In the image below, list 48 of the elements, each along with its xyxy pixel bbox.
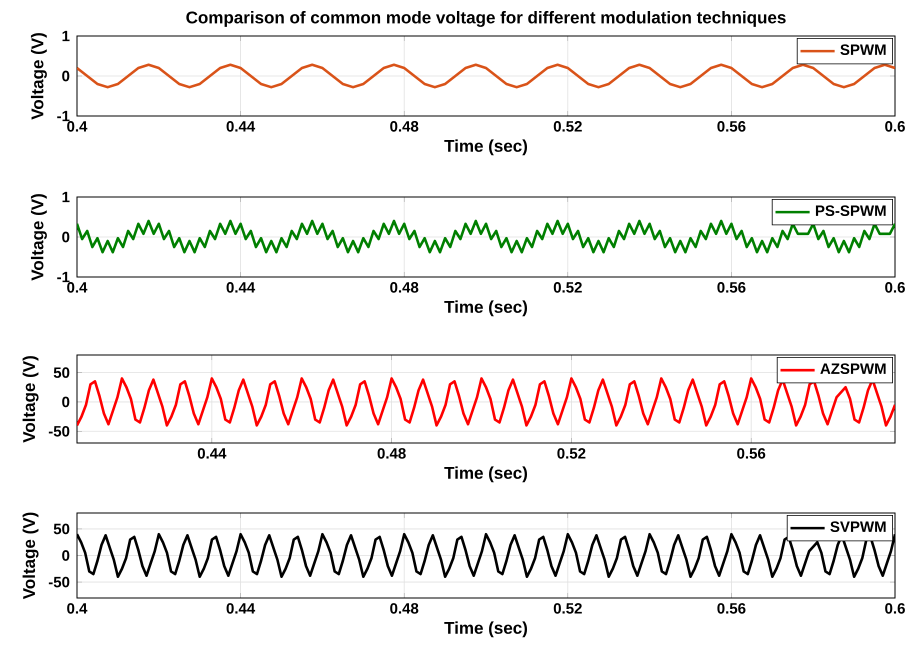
legend-label: SPWM [840, 44, 886, 56]
y-tick-label: -50 [48, 576, 70, 588]
x-tick-label: 0.52 [554, 121, 582, 132]
y-tick-label: -50 [48, 426, 70, 437]
legend-label: AZSPWM [820, 363, 886, 374]
x-axis-title: Time (sec) [444, 466, 528, 482]
x-tick-label: 0.56 [717, 121, 746, 132]
x-tick-label: 0.6 [885, 282, 905, 293]
legend-label: PS-SPWM [816, 205, 886, 216]
x-tick-label: 0.48 [378, 448, 406, 459]
x-tick-label: 0.6 [885, 603, 905, 614]
x-tick-label: 0.52 [554, 282, 582, 293]
x-tick-label: 0.44 [226, 603, 256, 614]
x-tick-label: 0.4 [67, 282, 88, 293]
x-tick-label: 0.48 [390, 121, 418, 132]
line-series [77, 220, 896, 254]
y-tick-label: -1 [57, 272, 70, 282]
y-tick-label: 0 [62, 396, 70, 408]
y-tick-label: 0 [62, 70, 70, 82]
y-axis-title: Voltage (V) [22, 356, 39, 443]
x-tick-label: 0.48 [390, 603, 418, 614]
y-tick-label: -1 [57, 110, 70, 122]
y-axis-title: Voltage (V) [22, 512, 39, 600]
x-tick-label: 0.52 [554, 603, 582, 614]
x-axis-title: Time (sec) [444, 621, 528, 638]
x-tick-label: 0.4 [67, 121, 88, 132]
x-tick-label: 0.56 [737, 448, 766, 459]
x-axis-title: Time (sec) [444, 139, 528, 156]
y-tick-label: 1 [62, 30, 70, 42]
x-tick-label: 0.44 [226, 121, 256, 132]
x-tick-label: 0.52 [557, 448, 586, 459]
legend-label: SVPWM [830, 521, 886, 532]
y-tick-label: 1 [62, 192, 70, 202]
y-axis-title: Voltage (V) [30, 33, 47, 120]
x-tick-label: 0.56 [717, 603, 746, 614]
x-tick-label: 0.4 [67, 603, 88, 614]
x-tick-label: 0.44 [198, 448, 226, 459]
chart-title: Comparison of common mode voltage for different modulation techniques [186, 11, 786, 27]
x-tick-label: 0.6 [885, 121, 905, 132]
y-tick-label: 0 [62, 550, 70, 561]
y-tick-label: 50 [54, 367, 70, 378]
y-axis-title: Voltage (V) [30, 194, 47, 281]
y-tick-label: 50 [54, 524, 70, 534]
y-tick-label: 0 [62, 232, 70, 242]
x-tick-label: 0.56 [717, 282, 746, 293]
x-tick-label: 0.44 [226, 282, 256, 293]
x-axis-title: Time (sec) [444, 300, 528, 316]
x-tick-label: 0.48 [390, 282, 418, 293]
